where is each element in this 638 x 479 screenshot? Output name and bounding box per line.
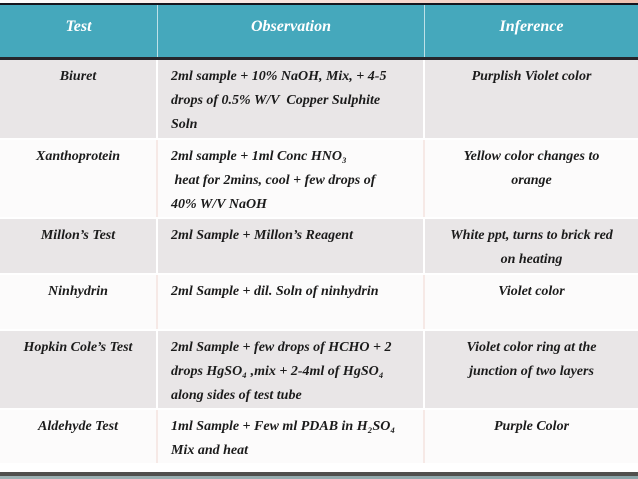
table-row: Xanthoprotein 2ml sample + 1ml Conc HNO₃… [0,140,638,219]
top-accent-bar [0,0,638,3]
test-cell: Biuret [0,60,158,138]
observation-cell: 2ml Sample + dil. Soln of ninhydrin [158,275,425,329]
test-cell: Ninhydrin [0,275,158,329]
observation-cell: 2ml Sample + few drops of HCHO + 2 drops… [158,331,425,408]
table-row: Aldehyde Test 1ml Sample + Few ml PDAB i… [0,410,638,465]
header-cell-test: Test [0,5,158,57]
table-row: Millon’s Test 2ml Sample + Millon’s Reag… [0,219,638,275]
table-row: Hopkin Cole’s Test 2ml Sample + few drop… [0,331,638,410]
observation-cell: 2ml sample + 10% NaOH, Mix, + 4-5 drops … [158,60,425,138]
header-cell-inference: Inference [499,18,564,35]
test-cell: Millon’s Test [0,219,158,273]
inference-cell: White ppt, turns to brick red on heating [450,228,613,267]
observation-cell: 1ml Sample + Few ml PDAB in H₂SO₄ Mix an… [158,410,425,463]
inference-cell: Purplish Violet color [471,69,592,84]
test-cell: Aldehyde Test [0,410,158,463]
test-cell: Hopkin Cole’s Test [0,331,158,408]
test-cell: Xanthoprotein [0,140,158,217]
table-row: Ninhydrin 2ml Sample + dil. Soln of ninh… [0,275,638,331]
top-rule [0,3,638,5]
header-cell-observation: Observation [158,5,425,57]
table-row: Biuret 2ml sample + 10% NaOH, Mix, + 4-5… [0,60,638,140]
observation-cell: 2ml sample + 1ml Conc HNO₃ heat for 2min… [158,140,425,217]
inference-cell: Violet color ring at the junction of two… [466,340,597,379]
bottom-rule [0,472,638,476]
table-header-row: Test Observation Inference [0,5,638,60]
inference-cell: Purple Color [493,419,570,434]
inference-cell: Violet color [498,284,565,299]
inference-cell: Yellow color changes to orange [463,149,600,188]
bottom-accent-bar [0,476,638,479]
observation-cell: 2ml Sample + Millon’s Reagent [158,219,425,273]
